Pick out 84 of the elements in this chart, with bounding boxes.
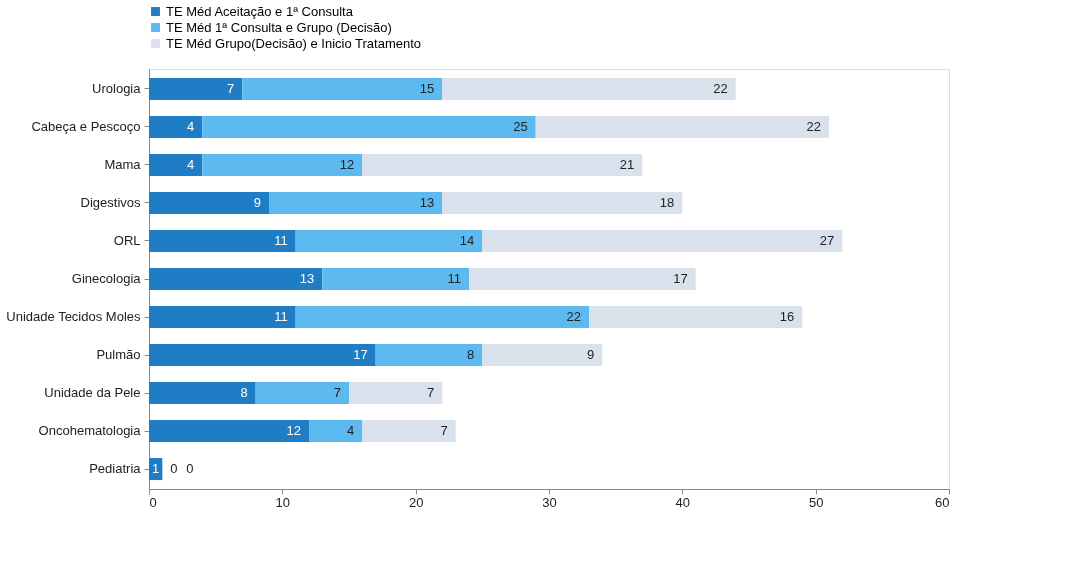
y-tick-label: Urologia <box>92 80 142 96</box>
bar <box>149 153 203 176</box>
bar <box>149 191 269 214</box>
data-label: 11 <box>447 271 461 286</box>
y-tick-label: Cabeça e Pescoço <box>31 118 141 134</box>
data-label: 11 <box>274 232 288 248</box>
legend-label: TE Méd Grupo(Decisão) e Inicio Tratamento <box>166 35 422 51</box>
bar <box>149 115 203 138</box>
x-tick-label: 20 <box>408 494 424 510</box>
data-label: 9 <box>253 194 261 210</box>
y-tick-label: Mama <box>104 156 142 172</box>
y-tick-label: Pediatria <box>89 461 142 477</box>
bar <box>202 153 363 176</box>
data-label: 17 <box>353 347 368 363</box>
y-tick-label: Unidade Tecidos Moles <box>6 309 141 325</box>
x-tick-label: 0 <box>149 494 157 510</box>
data-label: 4 <box>347 423 355 439</box>
data-label: 7 <box>333 385 341 401</box>
y-tick-label: Ginecologia <box>71 271 142 286</box>
bar <box>149 306 296 329</box>
data-label: 8 <box>467 347 475 363</box>
bar <box>149 268 323 290</box>
data-label: 12 <box>286 423 301 439</box>
x-tick-label: 60 <box>935 494 950 510</box>
bar <box>482 229 843 252</box>
y-tick-label: Pulmão <box>96 347 141 363</box>
data-label: 9 <box>587 347 595 363</box>
data-label: 11 <box>274 309 288 325</box>
data-label: 13 <box>299 271 315 286</box>
legend-label: TE Méd 1ª Consulta e Grupo (Decisão) <box>166 19 392 35</box>
x-tick-label: 50 <box>808 494 824 510</box>
bar <box>309 420 363 443</box>
y-tick-label: Unidade da Pele <box>44 385 141 401</box>
data-label: 4 <box>187 118 195 134</box>
data-label: 4 <box>187 156 195 172</box>
bar <box>149 77 243 100</box>
data-label: 22 <box>566 309 581 325</box>
bar <box>202 115 536 138</box>
data-label: 7 <box>440 423 448 439</box>
bar <box>149 344 376 367</box>
data-label: 16 <box>779 309 795 325</box>
data-label: 17 <box>673 271 688 286</box>
data-label: 22 <box>806 118 821 134</box>
x-tick-label: 10 <box>275 494 291 510</box>
bar <box>149 229 296 252</box>
bar <box>362 153 643 176</box>
y-tick-label: Oncohematologia <box>38 423 142 439</box>
bar <box>295 306 589 329</box>
bar <box>149 382 256 405</box>
y-tick-label: Digestivos <box>80 194 141 210</box>
data-label: 7 <box>427 385 435 401</box>
bar <box>442 191 683 214</box>
y-tick-label: ORL <box>113 232 141 248</box>
data-label: 7 <box>227 80 235 96</box>
data-label: 27 <box>819 232 835 248</box>
bar <box>349 382 443 405</box>
bar <box>469 268 696 290</box>
bar <box>149 420 309 443</box>
bar <box>322 268 469 290</box>
data-label: 0 <box>186 461 194 477</box>
bar <box>255 382 349 405</box>
legend-label: TE Méd Aceitação e 1ª Consulta <box>166 3 354 19</box>
x-tick-label: 40 <box>675 494 691 510</box>
x-tick-label: 30 <box>542 494 557 510</box>
data-label: 12 <box>339 156 355 172</box>
data-label: 0 <box>170 461 178 477</box>
bar <box>242 77 443 100</box>
bar <box>295 229 483 252</box>
bar <box>375 344 483 367</box>
bar <box>269 191 443 214</box>
data-label: 22 <box>713 80 728 96</box>
data-label: 1 <box>152 461 160 477</box>
bar <box>362 420 456 443</box>
bar <box>442 77 736 100</box>
data-label: 15 <box>419 80 435 96</box>
bar <box>589 306 803 329</box>
data-label: 8 <box>240 385 248 401</box>
bar <box>535 115 829 138</box>
data-label: 14 <box>459 232 475 248</box>
data-label: 21 <box>619 156 635 172</box>
data-label: 18 <box>659 194 675 210</box>
data-label: 13 <box>419 194 435 210</box>
data-label: 25 <box>513 118 528 134</box>
bar <box>482 344 603 367</box>
